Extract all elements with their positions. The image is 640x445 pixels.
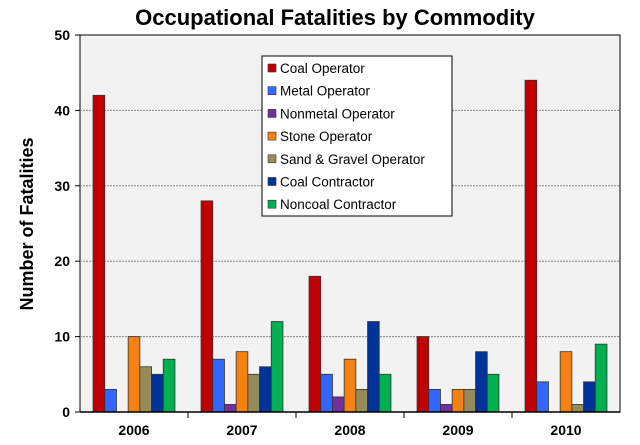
bar-coal-contractor-2010 <box>583 381 596 413</box>
bar-sand-gravel-operator-2007 <box>247 373 260 413</box>
y-axis-label: Number of Fatalities <box>17 137 37 310</box>
legend-swatch <box>267 154 277 164</box>
bar-coal-operator-2007 <box>200 200 214 413</box>
bar-noncoal-contractor-2007 <box>270 321 284 413</box>
bar-sand-gravel-operator-2010 <box>571 404 584 413</box>
y-tick-label: 40 <box>54 102 70 118</box>
x-tick-label: 2008 <box>334 422 365 438</box>
y-tick-label: 50 <box>54 27 70 43</box>
bar-metal-operator-2009 <box>428 388 441 413</box>
legend-swatch <box>267 177 277 186</box>
legend-label: Coal Operator <box>280 61 365 76</box>
y-tick-label: 10 <box>54 329 70 345</box>
legend-swatch <box>267 86 277 95</box>
x-tick-label: 2010 <box>550 422 581 438</box>
legend-label: Noncoal Contractor <box>280 197 397 212</box>
bar-noncoal-contractor-2010 <box>594 343 608 413</box>
bar-noncoal-contractor-2009 <box>486 373 500 413</box>
bar-sand-gravel-operator-2006 <box>139 366 152 413</box>
bar-noncoal-contractor-2008 <box>378 373 392 413</box>
legend-label: Metal Operator <box>280 84 371 99</box>
legend-box <box>261 55 453 217</box>
bar-metal-operator-2007 <box>212 358 225 413</box>
bar-noncoal-contractor-2006 <box>162 358 176 413</box>
bar-coal-operator-2008 <box>308 275 322 413</box>
x-tick-label: 2009 <box>442 422 473 438</box>
bar-nonmetal-operator-2007 <box>224 404 237 413</box>
bar-coal-contractor-2006 <box>151 373 164 413</box>
chart-title: Occupational Fatalities by Commodity <box>135 5 536 30</box>
bar-stone-operator-2007 <box>235 351 249 413</box>
legend-label: Nonmetal Operator <box>280 106 395 121</box>
y-tick-label: 0 <box>62 404 70 420</box>
x-tick-label: 2007 <box>226 422 257 438</box>
bar-nonmetal-operator-2008 <box>332 396 345 413</box>
bar-stone-operator-2008 <box>343 358 357 413</box>
bar-sand-gravel-operator-2008 <box>355 388 368 413</box>
bar-sand-gravel-operator-2009 <box>463 388 476 413</box>
legend-swatch <box>267 131 277 141</box>
bar-stone-operator-2010 <box>559 351 573 413</box>
bar-coal-operator-2009 <box>416 336 430 413</box>
bar-coal-operator-2010 <box>524 79 538 413</box>
legend-swatch <box>267 109 277 118</box>
legend-swatch <box>267 63 277 73</box>
bar-metal-operator-2010 <box>536 381 549 413</box>
y-tick-label: 30 <box>54 178 70 194</box>
legend-label: Coal Contractor <box>280 175 375 190</box>
x-tick-label: 2006 <box>118 422 149 438</box>
legend: Coal Operator Metal Operator Nonmetal Oper… <box>261 55 453 217</box>
bar-stone-operator-2006 <box>127 336 141 413</box>
bar-coal-contractor-2009 <box>475 351 488 413</box>
bar-nonmetal-operator-2009 <box>440 404 453 413</box>
bar-coal-operator-2006 <box>92 94 106 413</box>
bar-metal-operator-2008 <box>320 373 333 413</box>
legend-label: Sand & Gravel Operator <box>280 152 425 167</box>
legend-label: Stone Operator <box>280 129 373 144</box>
bar-coal-contractor-2008 <box>367 321 380 413</box>
bar-metal-operator-2006 <box>104 388 117 413</box>
bar-coal-contractor-2007 <box>259 366 272 413</box>
y-tick-label: 20 <box>54 253 70 269</box>
bar-stone-operator-2009 <box>451 388 465 413</box>
legend-swatch <box>267 199 277 209</box>
